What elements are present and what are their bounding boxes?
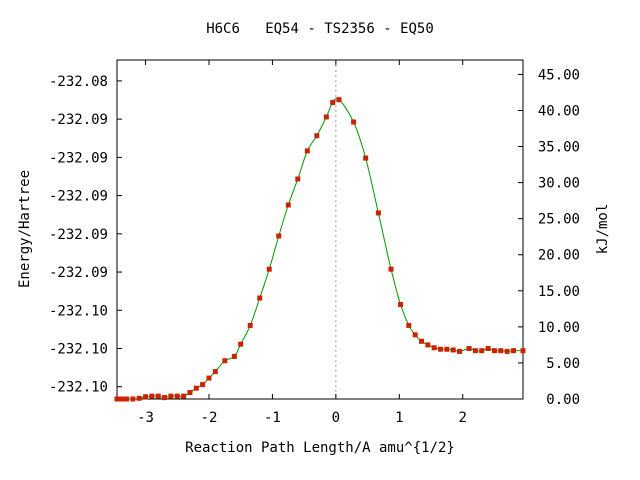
data-point bbox=[314, 133, 320, 139]
plot-frame bbox=[116, 59, 524, 400]
data-point bbox=[247, 322, 253, 328]
data-point bbox=[130, 396, 136, 402]
left-tick-label: -232.10 bbox=[49, 342, 108, 358]
right-tick-label: 25.00 bbox=[538, 212, 580, 228]
right-tick-label: 45.00 bbox=[538, 67, 580, 83]
data-point bbox=[231, 353, 237, 359]
data-point bbox=[257, 295, 263, 301]
data-point bbox=[425, 342, 431, 348]
data-point bbox=[450, 347, 456, 353]
x-tick-label: -1 bbox=[264, 410, 281, 426]
data-point bbox=[457, 348, 463, 354]
energy-profile-points bbox=[114, 97, 526, 402]
data-point bbox=[222, 358, 228, 364]
data-point bbox=[238, 341, 244, 347]
left-tick-label: -232.09 bbox=[49, 227, 108, 243]
left-tick-label: -232.09 bbox=[49, 150, 108, 166]
right-axis-ticks: 0.00 5.00 10.00 15.00 20.00 25.00 30.00 35.00 40… bbox=[518, 67, 580, 408]
data-point bbox=[485, 346, 491, 352]
right-tick-label: 35.00 bbox=[538, 140, 580, 156]
data-point bbox=[181, 393, 187, 399]
x-axis-label: Reaction Path Length/A amu^{1/2} bbox=[185, 440, 455, 456]
data-point bbox=[143, 394, 149, 400]
left-axis-label: Energy/Hartree bbox=[17, 170, 33, 288]
data-point bbox=[212, 369, 218, 375]
data-point bbox=[330, 100, 336, 106]
data-point bbox=[187, 390, 193, 396]
data-point bbox=[266, 266, 272, 272]
data-point bbox=[498, 348, 504, 354]
data-point bbox=[398, 302, 404, 308]
chart-title: H6C6 EQ54 - TS2356 - EQ50 bbox=[206, 21, 434, 37]
data-point bbox=[200, 382, 206, 388]
left-tick-label: -232.09 bbox=[49, 189, 108, 205]
data-point bbox=[193, 385, 199, 391]
data-point bbox=[520, 348, 526, 354]
left-axis-ticks: -232.10 -232.10 -232.10 -232.09 -232.09 -232.… bbox=[49, 74, 122, 396]
data-point bbox=[155, 393, 161, 399]
data-point bbox=[406, 322, 412, 328]
right-tick-label: 15.00 bbox=[538, 284, 580, 300]
data-point bbox=[412, 332, 418, 338]
data-point bbox=[295, 176, 301, 182]
right-axis-label: kJ/mol bbox=[595, 204, 611, 255]
left-tick-label: -232.10 bbox=[49, 380, 108, 396]
data-point bbox=[323, 114, 329, 120]
left-tick-label: -232.09 bbox=[49, 112, 108, 128]
data-point bbox=[375, 210, 381, 216]
right-tick-label: 20.00 bbox=[538, 248, 580, 264]
data-point bbox=[285, 202, 291, 208]
data-point bbox=[276, 233, 282, 239]
data-point bbox=[162, 395, 168, 401]
data-point bbox=[351, 119, 357, 125]
right-tick-label: 30.00 bbox=[538, 176, 580, 192]
data-point bbox=[438, 346, 444, 352]
data-point bbox=[363, 155, 369, 161]
data-point bbox=[124, 396, 130, 402]
x-tick-label: -2 bbox=[201, 410, 218, 426]
x-tick-label: -3 bbox=[137, 410, 154, 426]
right-tick-label: 40.00 bbox=[538, 103, 580, 119]
data-point bbox=[336, 97, 342, 103]
left-tick-label: -232.09 bbox=[49, 265, 108, 281]
data-point bbox=[510, 348, 516, 354]
right-tick-label: 10.00 bbox=[538, 320, 580, 336]
data-point bbox=[206, 375, 212, 381]
data-point bbox=[491, 348, 497, 354]
x-tick-label: 1 bbox=[395, 410, 403, 426]
data-point bbox=[466, 346, 472, 352]
data-point bbox=[174, 393, 180, 399]
data-point bbox=[149, 393, 155, 399]
data-point bbox=[504, 348, 510, 354]
left-tick-label: -232.08 bbox=[49, 74, 108, 90]
data-point bbox=[472, 348, 478, 354]
data-point bbox=[114, 396, 120, 402]
x-tick-label: 0 bbox=[332, 410, 340, 426]
x-axis-ticks: -3 -2 -1 0 1 2 bbox=[137, 60, 467, 426]
x-tick-label: 2 bbox=[459, 410, 467, 426]
data-point bbox=[388, 266, 394, 272]
data-point bbox=[168, 393, 174, 399]
data-point bbox=[479, 348, 485, 354]
left-tick-label: -232.10 bbox=[49, 303, 108, 319]
data-point bbox=[444, 346, 450, 352]
energy-profile-line bbox=[116, 97, 524, 400]
right-tick-label: 5.00 bbox=[546, 356, 580, 372]
data-point bbox=[419, 338, 424, 344]
data-point bbox=[118, 396, 124, 402]
data-point bbox=[304, 148, 310, 154]
data-point bbox=[136, 395, 142, 401]
data-point bbox=[431, 345, 437, 351]
right-tick-label: 0.00 bbox=[546, 392, 580, 408]
